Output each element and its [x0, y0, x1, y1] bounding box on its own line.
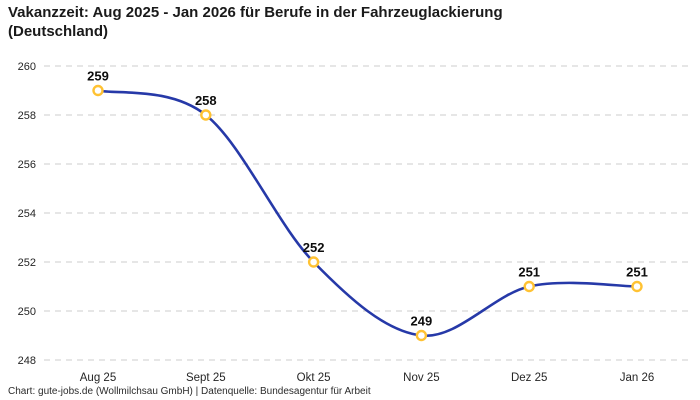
y-tick-label: 252 — [18, 257, 36, 269]
y-tick-label: 248 — [18, 355, 36, 367]
data-point-label: 259 — [87, 69, 109, 84]
data-point-marker — [523, 280, 535, 293]
x-tick-label: Aug 25 — [80, 372, 116, 384]
chart-credit: Chart: gute-jobs.de (Wollmilchsau GmbH) … — [8, 386, 371, 397]
y-tick-label: 258 — [18, 110, 36, 122]
y-tick-label: 250 — [18, 306, 36, 318]
data-point-marker — [200, 109, 212, 121]
data-point-marker — [631, 280, 643, 293]
y-tick-label: 256 — [18, 159, 36, 171]
data-point-marker — [415, 329, 428, 342]
x-tick-label: Dez 25 — [511, 372, 547, 384]
data-point-marker — [307, 256, 320, 268]
data-point-label: 251 — [626, 265, 648, 280]
x-tick-label: Sept 25 — [186, 372, 226, 384]
x-tick-label: Nov 25 — [403, 372, 439, 384]
y-tick-label: 260 — [18, 61, 36, 73]
x-tick-label: Jan 26 — [620, 372, 655, 384]
y-tick-label: 254 — [18, 208, 36, 220]
data-point-label: 249 — [411, 314, 433, 329]
data-point-marker — [92, 84, 104, 97]
data-point-label: 251 — [518, 265, 540, 280]
chart-title: Vakanzzeit: Aug 2025 - Jan 2026 für Beru… — [8, 4, 503, 40]
data-point-label: 258 — [195, 93, 217, 108]
x-tick-label: Okt 25 — [297, 372, 331, 384]
data-point-label: 252 — [303, 240, 325, 255]
